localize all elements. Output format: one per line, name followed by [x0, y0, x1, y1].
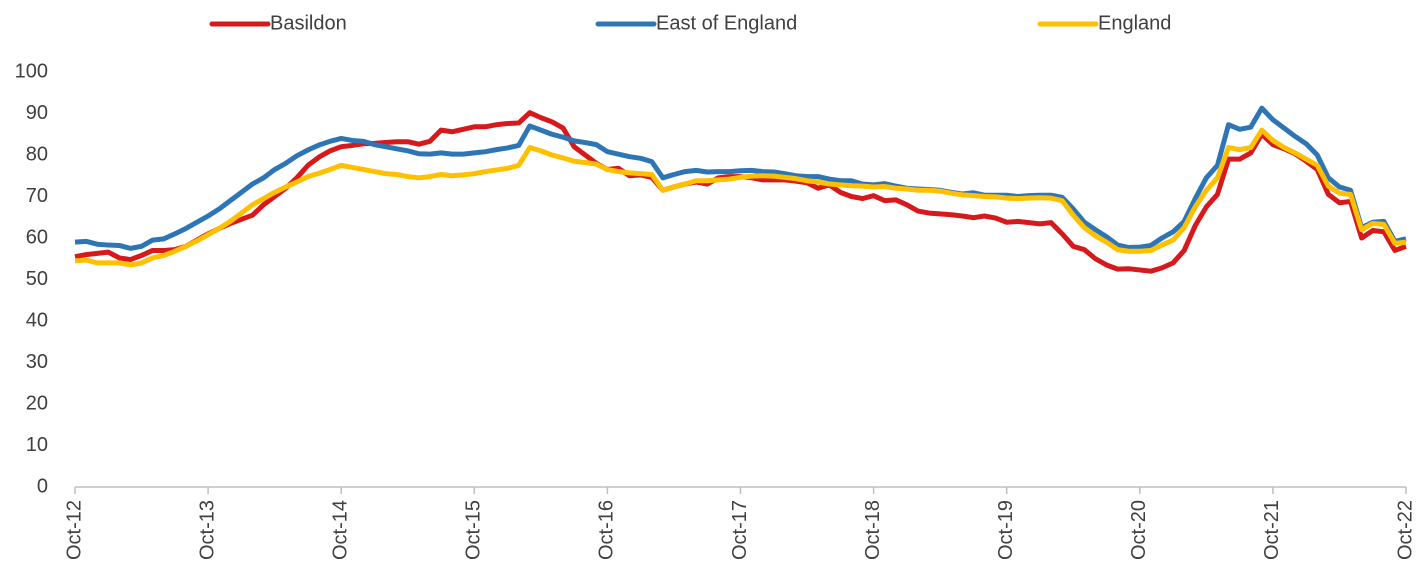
y-tick-label: 50 — [26, 268, 48, 290]
x-tick-label: Oct-16 — [596, 500, 618, 560]
y-tick-label: 80 — [26, 143, 48, 165]
y-tick-label: 40 — [26, 309, 48, 331]
line-series — [74, 127, 1407, 268]
y-tick-label: 100 — [15, 60, 48, 82]
x-tick-label: Oct-21 — [1261, 500, 1283, 560]
y-tick-label: 10 — [26, 434, 48, 456]
x-tick-label: Oct-18 — [862, 500, 884, 560]
legend-label: England — [1098, 12, 1171, 34]
line-series — [74, 105, 1407, 251]
x-tick-label: Oct-17 — [729, 500, 751, 560]
y-tick-label: 70 — [26, 185, 48, 207]
x-tick-label: Oct-20 — [1128, 500, 1150, 560]
x-tick-label: Oct-14 — [329, 500, 351, 560]
x-tick-label: Oct-15 — [463, 500, 485, 560]
x-tick-label: Oct-13 — [196, 500, 218, 560]
x-tick-label: Oct-12 — [63, 500, 85, 560]
y-tick-label: 90 — [26, 102, 48, 124]
legend-label: Basildon — [270, 12, 347, 34]
y-tick-label: 30 — [26, 351, 48, 373]
y-tick-label: 20 — [26, 392, 48, 414]
legend-label: East of England — [656, 12, 797, 34]
x-tick-label: Oct-19 — [995, 500, 1017, 560]
y-tick-label: 60 — [26, 226, 48, 248]
y-tick-label: 0 — [37, 475, 48, 497]
x-tick-label: Oct-22 — [1394, 500, 1416, 560]
